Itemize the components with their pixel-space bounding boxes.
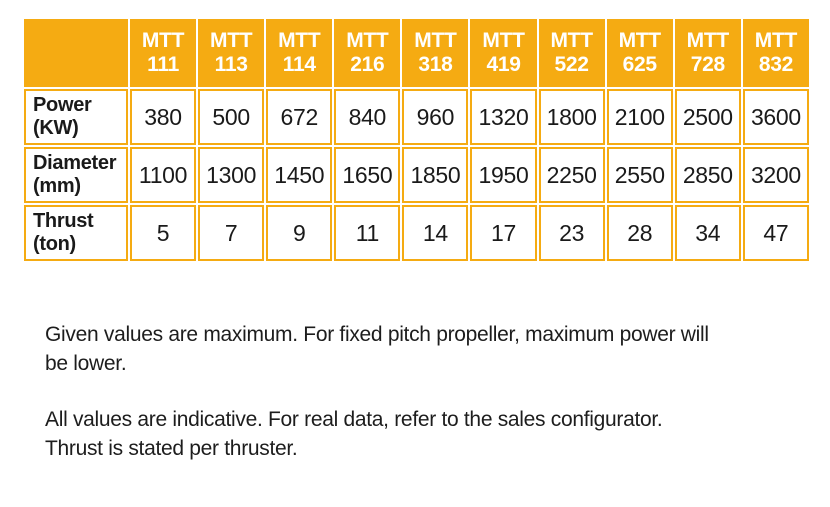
note-line: All values are indicative. For real data… xyxy=(45,408,663,431)
column-header-model: 111 xyxy=(147,53,179,76)
value-cell: 9 xyxy=(266,205,333,261)
value-cell: 47 xyxy=(742,205,809,261)
column-header-series: MTT xyxy=(141,29,185,52)
column-header-series: MTT xyxy=(482,29,525,52)
value-cell: 3600 xyxy=(742,89,809,145)
column-header-mtt-625: MTT 625 xyxy=(606,19,673,87)
column-header-model: 625 xyxy=(622,53,657,76)
column-header-mtt-318: MTT 318 xyxy=(402,19,469,87)
row-label: Power (KW) xyxy=(24,89,128,145)
column-header-series: MTT xyxy=(278,29,321,52)
value-cell: 28 xyxy=(606,205,673,261)
column-header-mtt-111: MTT 111 xyxy=(130,19,197,87)
value-cell: 1450 xyxy=(266,147,333,203)
value-cell: 23 xyxy=(538,205,605,261)
row-label-name: Thrust xyxy=(33,210,94,232)
value-cell: 1300 xyxy=(198,147,265,203)
thruster-spec-table: MTT 111 MTT 113 MTT 114 MTT 216 MTT 318 MTT 419 MTT 5… xyxy=(22,17,811,263)
value-cell: 1650 xyxy=(334,147,401,203)
note-line: be lower. xyxy=(45,352,127,375)
row-label: Thrust (ton) xyxy=(24,205,128,261)
column-header-mtt-522: MTT 522 xyxy=(538,19,605,87)
value-cell: 14 xyxy=(402,205,469,261)
column-header-model: 832 xyxy=(758,53,793,76)
table-row-thrust: Thrust (ton) 5 7 9 11 14 17 23 28 34 47 xyxy=(24,205,809,261)
table-header-row: MTT 111 MTT 113 MTT 114 MTT 216 MTT 318 MTT 419 MTT 5… xyxy=(24,19,809,87)
corner-cell xyxy=(24,19,128,87)
value-cell: 5 xyxy=(130,205,197,261)
column-header-model: 114 xyxy=(282,53,316,76)
note-line: Thrust is stated per thruster. xyxy=(45,437,298,460)
value-cell: 34 xyxy=(674,205,741,261)
value-cell: 2550 xyxy=(606,147,673,203)
value-cell: 1950 xyxy=(470,147,537,203)
column-header-series: MTT xyxy=(686,29,730,52)
table-header: MTT 111 MTT 113 MTT 114 MTT 216 MTT 318 MTT 419 MTT 5… xyxy=(24,19,809,87)
value-cell: 3200 xyxy=(742,147,809,203)
note-maximum-values: Given values are maximum. For fixed pitc… xyxy=(45,320,709,378)
column-header-mtt-216: MTT 216 xyxy=(334,19,401,87)
column-header-series: MTT xyxy=(754,29,798,52)
row-label-unit: (ton) xyxy=(33,233,76,255)
column-header-model: 318 xyxy=(418,53,453,76)
value-cell: 1850 xyxy=(402,147,469,203)
value-cell: 17 xyxy=(470,205,537,261)
column-header-model: 522 xyxy=(554,53,589,76)
column-header-model: 216 xyxy=(350,53,385,76)
column-header-series: MTT xyxy=(550,29,593,52)
row-label-unit: (KW) xyxy=(33,117,79,139)
value-cell: 960 xyxy=(402,89,469,145)
note-indicative-values: All values are indicative. For real data… xyxy=(45,405,663,463)
table-row-power: Power (KW) 380 500 672 840 960 1320 1800 2100 2500… xyxy=(24,89,809,145)
column-header-mtt-113: MTT 113 xyxy=(198,19,265,87)
row-label-name: Power xyxy=(33,94,92,116)
value-cell: 1320 xyxy=(470,89,537,145)
column-header-mtt-114: MTT 114 xyxy=(266,19,333,87)
value-cell: 2850 xyxy=(674,147,741,203)
column-header-model: 728 xyxy=(690,53,725,76)
column-header-model: 419 xyxy=(486,53,521,76)
column-header-series: MTT xyxy=(414,29,457,52)
value-cell: 7 xyxy=(198,205,265,261)
value-cell: 672 xyxy=(266,89,333,145)
column-header-series: MTT xyxy=(346,29,389,52)
column-header-model: 113 xyxy=(214,53,248,76)
value-cell: 2250 xyxy=(538,147,605,203)
value-cell: 1100 xyxy=(130,147,197,203)
value-cell: 2100 xyxy=(606,89,673,145)
note-line: Given values are maximum. For fixed pitc… xyxy=(45,323,709,346)
value-cell: 500 xyxy=(198,89,265,145)
value-cell: 1800 xyxy=(538,89,605,145)
value-cell: 2500 xyxy=(674,89,741,145)
value-cell: 11 xyxy=(334,205,401,261)
row-label-unit: (mm) xyxy=(33,175,81,197)
row-label: Diameter (mm) xyxy=(24,147,128,203)
column-header-mtt-419: MTT 419 xyxy=(470,19,537,87)
column-header-series: MTT xyxy=(210,29,253,52)
column-header-mtt-728: MTT 728 xyxy=(674,19,741,87)
value-cell: 840 xyxy=(334,89,401,145)
column-header-series: MTT xyxy=(618,29,662,52)
column-header-mtt-832: MTT 832 xyxy=(742,19,809,87)
value-cell: 380 xyxy=(130,89,197,145)
row-label-name: Diameter xyxy=(33,152,117,174)
table-body: Power (KW) 380 500 672 840 960 1320 1800 2100 2500… xyxy=(24,89,809,261)
table-row-diameter: Diameter (mm) 1100 1300 1450 1650 1850 1950 2250… xyxy=(24,147,809,203)
